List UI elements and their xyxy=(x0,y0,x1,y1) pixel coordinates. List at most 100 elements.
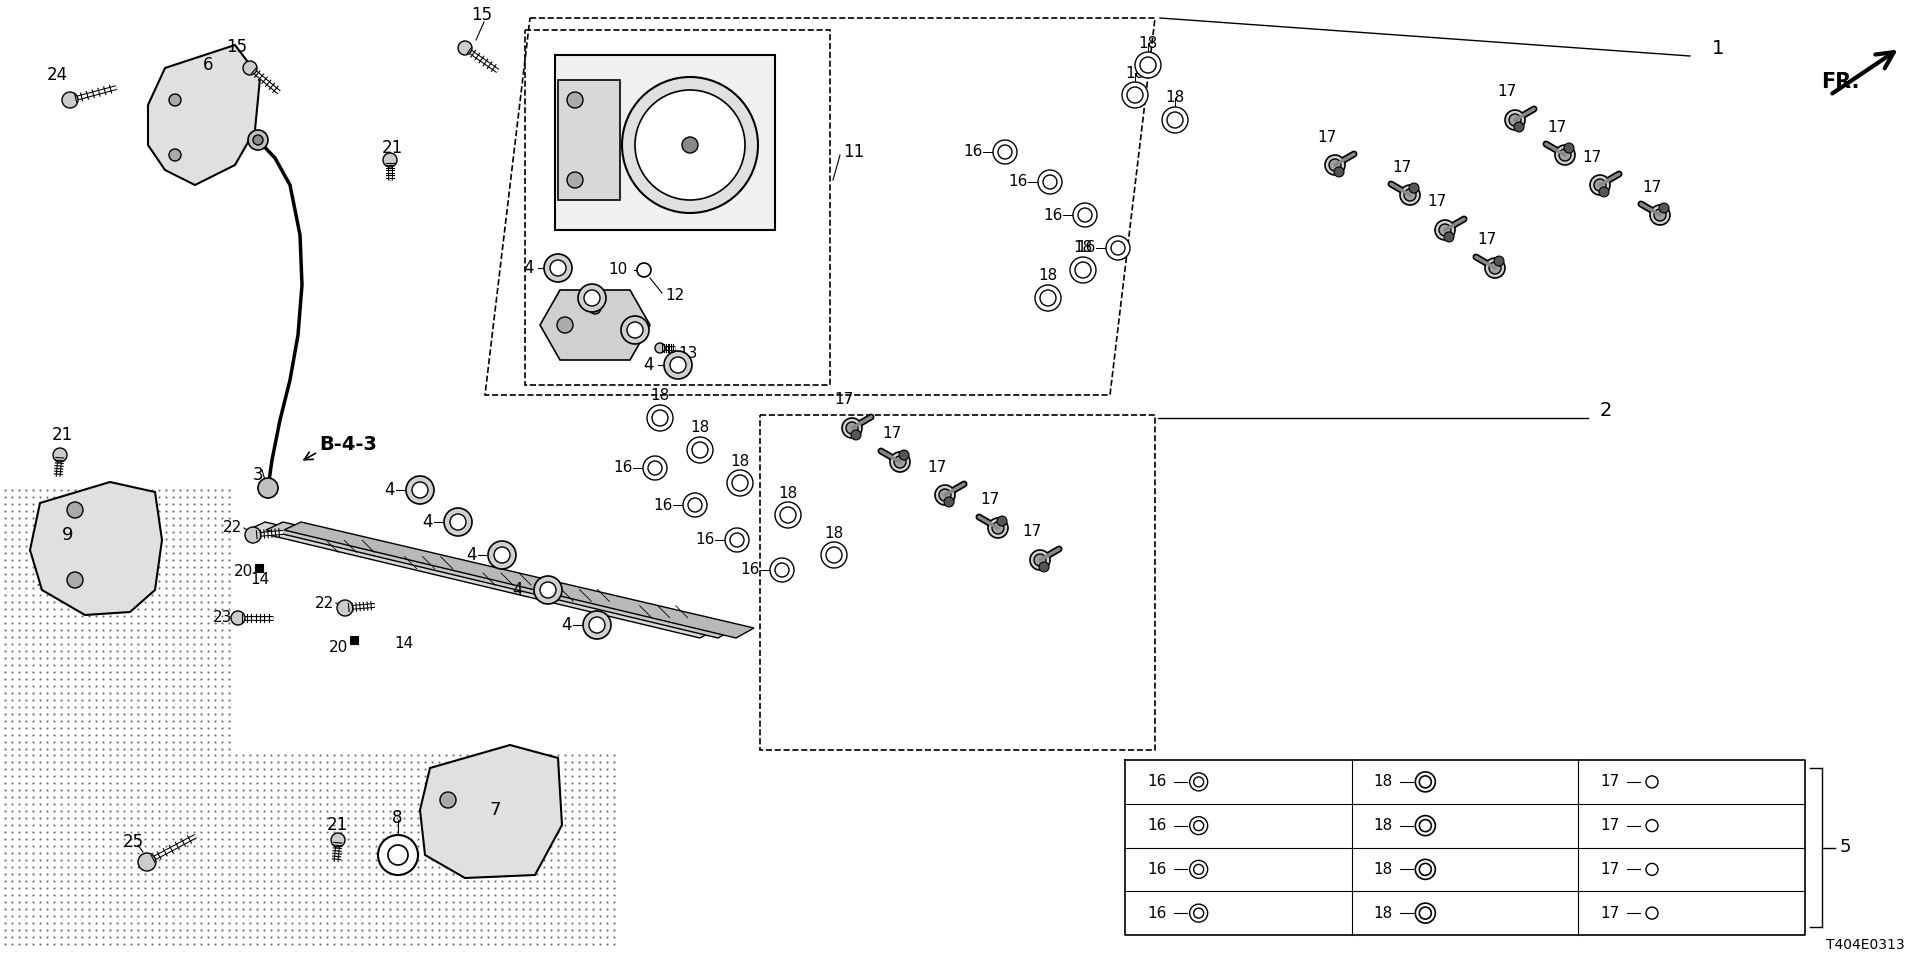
Circle shape xyxy=(1329,159,1340,171)
Circle shape xyxy=(1505,110,1524,130)
Circle shape xyxy=(1069,257,1096,283)
Circle shape xyxy=(405,476,434,504)
Circle shape xyxy=(1594,179,1605,191)
Circle shape xyxy=(776,502,801,528)
Text: 18: 18 xyxy=(778,486,797,500)
Circle shape xyxy=(891,452,910,472)
Text: 19: 19 xyxy=(720,103,741,121)
Circle shape xyxy=(1190,904,1208,923)
Text: 4: 4 xyxy=(422,513,434,531)
Text: FR.: FR. xyxy=(1820,72,1859,92)
Circle shape xyxy=(1415,816,1436,835)
Circle shape xyxy=(993,140,1018,164)
Circle shape xyxy=(1645,863,1659,876)
Circle shape xyxy=(1559,149,1571,161)
Circle shape xyxy=(1419,863,1430,876)
Text: 16: 16 xyxy=(964,145,983,159)
Circle shape xyxy=(732,475,749,491)
Circle shape xyxy=(670,357,685,373)
Circle shape xyxy=(653,410,668,426)
Circle shape xyxy=(1444,232,1453,242)
Circle shape xyxy=(1653,209,1667,221)
Text: 17: 17 xyxy=(883,426,902,442)
Circle shape xyxy=(1194,821,1204,830)
Polygon shape xyxy=(559,80,620,200)
Circle shape xyxy=(822,542,847,568)
Circle shape xyxy=(1415,772,1436,792)
Text: 17: 17 xyxy=(1317,130,1336,145)
Polygon shape xyxy=(248,522,718,638)
Circle shape xyxy=(647,405,674,431)
Circle shape xyxy=(620,316,649,344)
Circle shape xyxy=(996,516,1006,526)
Polygon shape xyxy=(555,55,776,230)
Text: 23: 23 xyxy=(213,611,232,626)
Text: 4: 4 xyxy=(643,356,655,374)
Polygon shape xyxy=(540,290,651,360)
Circle shape xyxy=(1112,241,1125,255)
Text: 16: 16 xyxy=(1008,175,1027,189)
Text: 15: 15 xyxy=(227,38,248,56)
Text: 16: 16 xyxy=(1146,818,1165,833)
Circle shape xyxy=(459,41,472,55)
Circle shape xyxy=(1515,122,1524,132)
Circle shape xyxy=(1645,776,1659,788)
Text: B-4-3: B-4-3 xyxy=(319,436,376,454)
Text: 18: 18 xyxy=(1073,241,1092,255)
Circle shape xyxy=(449,514,467,530)
Circle shape xyxy=(338,600,353,616)
Circle shape xyxy=(67,502,83,518)
Circle shape xyxy=(543,254,572,282)
Circle shape xyxy=(138,853,156,871)
Circle shape xyxy=(589,302,601,314)
Circle shape xyxy=(730,533,745,547)
Circle shape xyxy=(540,582,557,598)
Circle shape xyxy=(169,94,180,106)
Circle shape xyxy=(1645,820,1659,831)
Circle shape xyxy=(1194,777,1204,787)
Text: 4: 4 xyxy=(513,581,522,599)
Circle shape xyxy=(1509,114,1521,126)
Text: 17: 17 xyxy=(1601,818,1620,833)
Circle shape xyxy=(566,92,584,108)
Circle shape xyxy=(578,284,607,312)
Circle shape xyxy=(899,450,908,460)
Text: 16: 16 xyxy=(1146,862,1165,876)
Text: 18: 18 xyxy=(1373,905,1392,921)
Circle shape xyxy=(1494,256,1503,266)
Text: 18: 18 xyxy=(1373,775,1392,789)
Bar xyxy=(349,636,357,644)
Circle shape xyxy=(1434,220,1455,240)
Text: 20: 20 xyxy=(328,639,348,655)
Polygon shape xyxy=(31,482,161,615)
Circle shape xyxy=(557,317,572,333)
Circle shape xyxy=(1035,285,1062,311)
Text: 17: 17 xyxy=(1601,775,1620,789)
Polygon shape xyxy=(284,522,755,638)
Polygon shape xyxy=(148,45,259,185)
Circle shape xyxy=(636,90,745,200)
Text: 4: 4 xyxy=(384,481,396,499)
Circle shape xyxy=(1073,203,1096,227)
Text: 18: 18 xyxy=(651,389,670,403)
Circle shape xyxy=(1039,170,1062,194)
Text: 17: 17 xyxy=(1427,195,1446,209)
Text: 16: 16 xyxy=(1146,905,1165,921)
Text: 17: 17 xyxy=(1476,232,1496,248)
Circle shape xyxy=(691,442,708,458)
Circle shape xyxy=(388,845,407,865)
Circle shape xyxy=(939,489,950,501)
Circle shape xyxy=(440,792,457,808)
Circle shape xyxy=(664,351,691,379)
Text: 16: 16 xyxy=(1077,241,1096,255)
Circle shape xyxy=(169,149,180,161)
Circle shape xyxy=(1438,224,1452,236)
Text: 12: 12 xyxy=(664,287,684,302)
Circle shape xyxy=(246,527,261,543)
Circle shape xyxy=(566,172,584,188)
Circle shape xyxy=(1419,776,1430,788)
Text: 8: 8 xyxy=(392,848,401,862)
Text: 24: 24 xyxy=(46,66,67,84)
Circle shape xyxy=(257,478,278,498)
Circle shape xyxy=(998,145,1012,159)
